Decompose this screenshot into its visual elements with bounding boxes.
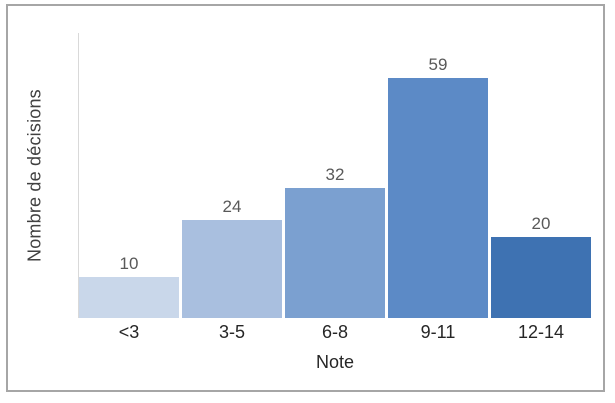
bar [285, 187, 385, 318]
bar [491, 236, 591, 318]
bar-column: 10 [79, 33, 179, 318]
bar-column: 20 [491, 33, 591, 318]
y-axis-line [78, 33, 79, 318]
bar-value-label: 32 [325, 164, 345, 184]
bar-column: 59 [388, 33, 488, 318]
plot-area: 10 24 32 59 20 [79, 33, 591, 318]
bar-value-label: 24 [222, 197, 242, 217]
x-axis-category-label: <3 [118, 322, 140, 342]
x-axis-category-label: 6-8 [321, 322, 348, 342]
x-axis-category-label: 3-5 [218, 322, 245, 342]
y-axis-title: Nombre de décisions [24, 89, 45, 262]
bar-value-label: 10 [119, 254, 139, 274]
bar [182, 220, 282, 318]
x-axis-category-label: 9-11 [420, 322, 456, 342]
bar-column: 32 [285, 33, 385, 318]
bar [79, 277, 179, 318]
bar-value-label: 59 [428, 54, 448, 74]
bar-column: 24 [182, 33, 282, 318]
x-axis-category-label: 12-14 [517, 322, 565, 342]
bar [388, 77, 488, 318]
x-axis-title: Note [315, 352, 355, 372]
x-axis-labels: <3 3-5 6-8 9-11 12-14 [79, 322, 591, 343]
bar-value-label: 20 [531, 213, 551, 233]
